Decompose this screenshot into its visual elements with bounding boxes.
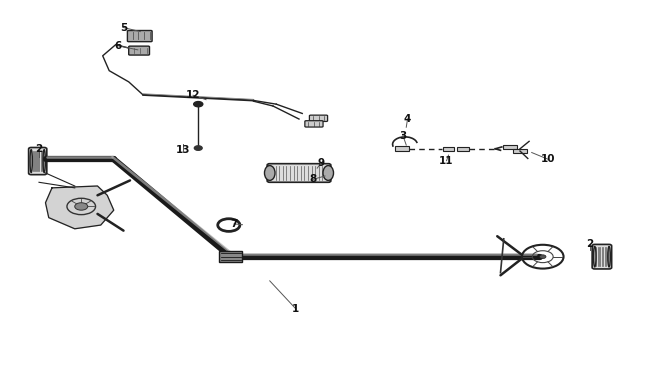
Text: 9: 9 <box>318 158 324 168</box>
Ellipse shape <box>593 246 596 267</box>
Ellipse shape <box>608 246 610 267</box>
Bar <box>503 145 517 149</box>
Circle shape <box>194 102 203 107</box>
Circle shape <box>194 146 202 150</box>
Ellipse shape <box>323 166 333 180</box>
Text: 2: 2 <box>586 239 593 248</box>
FancyBboxPatch shape <box>305 121 323 127</box>
FancyBboxPatch shape <box>592 244 612 269</box>
Text: 12: 12 <box>186 90 200 100</box>
FancyBboxPatch shape <box>129 46 150 55</box>
Polygon shape <box>46 186 114 229</box>
Bar <box>219 251 242 262</box>
Text: 8: 8 <box>309 174 317 184</box>
FancyBboxPatch shape <box>267 164 331 182</box>
Text: 11: 11 <box>439 156 454 166</box>
Text: 2: 2 <box>35 144 43 154</box>
Text: 6: 6 <box>114 41 122 51</box>
Text: 1: 1 <box>292 304 300 314</box>
Bar <box>443 147 454 151</box>
Text: 4: 4 <box>404 114 411 124</box>
Text: 7: 7 <box>230 219 238 229</box>
Circle shape <box>75 203 88 210</box>
Circle shape <box>540 255 546 259</box>
Bar <box>457 147 469 151</box>
Text: 5: 5 <box>120 23 127 32</box>
Ellipse shape <box>30 150 32 173</box>
Text: 3: 3 <box>399 131 407 141</box>
Bar <box>513 149 527 153</box>
FancyBboxPatch shape <box>309 115 328 121</box>
Ellipse shape <box>43 150 46 173</box>
Bar <box>395 146 409 151</box>
FancyBboxPatch shape <box>127 31 152 42</box>
Ellipse shape <box>265 166 275 180</box>
Text: 13: 13 <box>176 145 190 154</box>
FancyBboxPatch shape <box>29 147 47 174</box>
Text: 10: 10 <box>541 154 555 164</box>
